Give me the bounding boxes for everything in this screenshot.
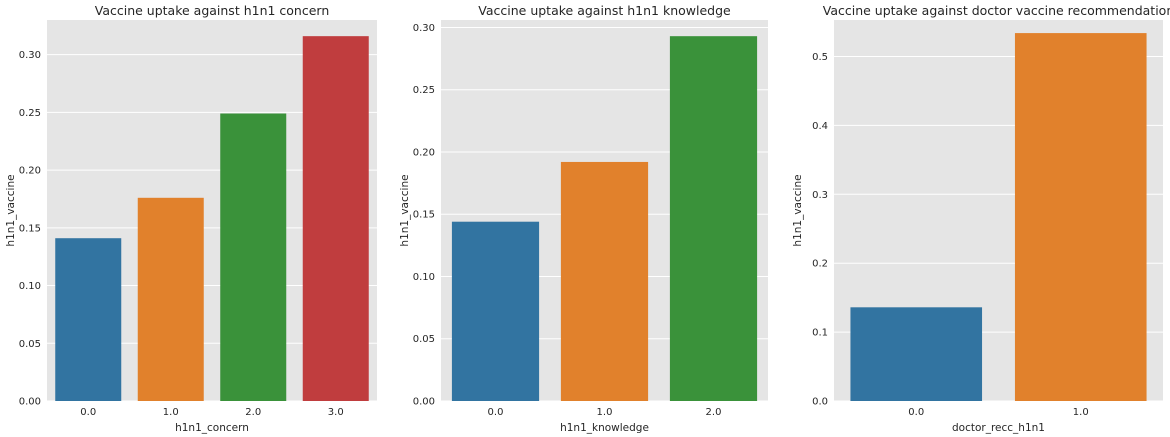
y-tick-label: 0.25 bbox=[19, 108, 41, 119]
y-axis-label: h1n1_vaccine bbox=[5, 174, 17, 246]
y-tick-label: 0.00 bbox=[413, 397, 435, 408]
bar-1.0 bbox=[137, 197, 204, 401]
y-tick-label: 0.30 bbox=[413, 23, 435, 34]
x-axis-label: doctor_recc_h1n1 bbox=[952, 422, 1045, 434]
x-axis-label: h1n1_knowledge bbox=[560, 422, 649, 434]
bar-0.0 bbox=[55, 238, 122, 401]
bar-1.0 bbox=[560, 161, 649, 401]
x-tick-label: 2.0 bbox=[245, 407, 261, 418]
x-tick-label: 1.0 bbox=[163, 407, 179, 418]
y-tick-label: 0.15 bbox=[19, 223, 41, 234]
bar-0.0 bbox=[850, 307, 983, 401]
y-tick-label: 0.2 bbox=[812, 259, 828, 270]
y-tick-label: 0.0 bbox=[812, 397, 828, 408]
chart-title: Vaccine uptake against h1n1 knowledge bbox=[478, 3, 731, 18]
x-axis-label: h1n1_concern bbox=[175, 422, 249, 434]
y-tick-label: 0.10 bbox=[19, 281, 41, 292]
bar-1.0 bbox=[1014, 33, 1147, 401]
bar-0.0 bbox=[451, 221, 540, 401]
x-tick-label: 0.0 bbox=[908, 407, 924, 418]
bar-2.0 bbox=[669, 36, 758, 401]
y-tick-label: 0.1 bbox=[812, 328, 828, 339]
chart-title: Vaccine uptake against h1n1 concern bbox=[95, 3, 330, 18]
y-tick-label: 0.3 bbox=[812, 190, 828, 201]
y-axis-label: h1n1_vaccine bbox=[399, 174, 411, 246]
y-tick-label: 0.4 bbox=[812, 121, 828, 132]
x-tick-label: 0.0 bbox=[80, 407, 96, 418]
chart-title: Vaccine uptake against doctor vaccine re… bbox=[823, 3, 1170, 18]
y-tick-label: 0.30 bbox=[19, 50, 41, 61]
y-tick-label: 0.05 bbox=[19, 339, 41, 350]
y-tick-label: 0.10 bbox=[413, 272, 435, 283]
y-tick-label: 0.05 bbox=[413, 334, 435, 345]
y-tick-label: 0.5 bbox=[812, 52, 828, 63]
x-tick-label: 3.0 bbox=[328, 407, 344, 418]
chart-panel-2: 0.00 0.05 0.10 0.15 0.20 0.25 0.30 0.0 1.0 2.0 Vac… bbox=[399, 3, 768, 434]
bar-3.0 bbox=[302, 36, 369, 401]
y-tick-label: 0.15 bbox=[413, 210, 435, 221]
chart-panel-3: 0.0 0.1 0.2 0.3 0.4 0.5 0.0 1.0 Vaccine uptake a… bbox=[792, 3, 1170, 434]
x-tick-label: 1.0 bbox=[1073, 407, 1089, 418]
bar-2.0 bbox=[220, 113, 287, 401]
y-tick-label: 0.20 bbox=[413, 147, 435, 158]
chart-panel-1: 0.00 0.05 0.10 0.15 0.20 0.25 0.30 0.0 1.0 2.0 3.0… bbox=[5, 3, 377, 434]
x-tick-label: 2.0 bbox=[706, 407, 722, 418]
y-tick-label: 0.25 bbox=[413, 85, 435, 96]
y-tick-label: 0.00 bbox=[19, 397, 41, 408]
x-tick-label: 1.0 bbox=[597, 407, 613, 418]
x-tick-label: 0.0 bbox=[488, 407, 504, 418]
y-axis-label: h1n1_vaccine bbox=[792, 174, 804, 246]
y-tick-label: 0.20 bbox=[19, 166, 41, 177]
